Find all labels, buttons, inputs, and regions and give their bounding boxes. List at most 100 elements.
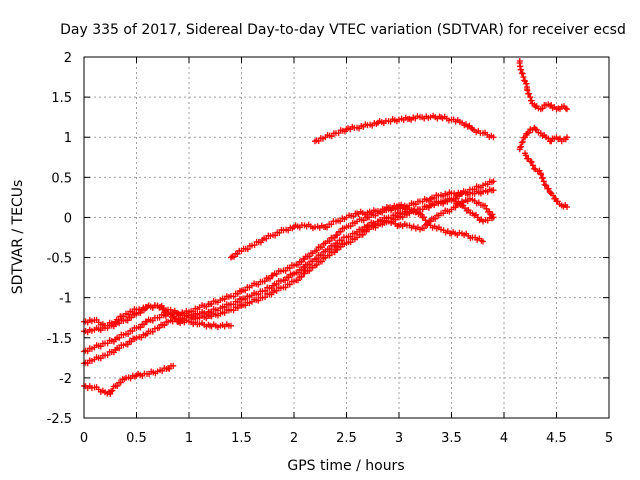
data-point: [432, 215, 439, 222]
data-point: [104, 352, 111, 359]
data-point: [528, 158, 535, 165]
data-point: [262, 287, 269, 294]
series-track-10: [516, 124, 570, 153]
series-track-8: [312, 112, 497, 145]
series-track-5: [81, 362, 177, 397]
data-point: [421, 225, 427, 232]
data-point: [242, 287, 249, 294]
plot-frame: [83, 56, 610, 419]
data-point: [234, 250, 241, 257]
data-point: [562, 105, 569, 112]
data-point: [161, 322, 168, 329]
data-point: [109, 387, 116, 394]
data-point: [282, 284, 289, 291]
x-tick-label: 3.5: [441, 431, 462, 446]
data-point: [295, 277, 301, 284]
data-point: [427, 218, 434, 225]
data-point: [519, 70, 526, 77]
x-tick-label: 5: [605, 431, 613, 446]
data-point: [170, 362, 177, 369]
data-point: [319, 244, 325, 251]
data-point: [124, 317, 131, 324]
data-point: [295, 261, 301, 268]
data-point: [334, 232, 341, 239]
data-point: [483, 205, 490, 212]
data-point: [298, 267, 305, 274]
data-point: [141, 321, 147, 328]
data-point: [539, 105, 546, 112]
data-point: [273, 281, 280, 288]
data-point: [267, 275, 273, 282]
data-point: [114, 382, 121, 389]
series-track-9: [516, 58, 570, 113]
x-tick-label: 3: [395, 431, 403, 446]
data-point: [301, 264, 308, 271]
data-point: [301, 270, 308, 277]
series-track-11: [522, 150, 570, 211]
data-point: [285, 274, 292, 281]
data-point: [548, 138, 555, 145]
data-point: [490, 178, 497, 185]
data-point: [519, 138, 526, 145]
y-tick-label: 0: [64, 211, 72, 226]
x-tick-label: 0: [80, 431, 88, 446]
x-tick-label: 2.5: [336, 431, 357, 446]
data-point: [125, 331, 132, 338]
data-point: [480, 238, 486, 245]
data-point: [564, 204, 570, 211]
data-point: [129, 328, 136, 335]
data-point: [230, 293, 237, 300]
data-point: [116, 334, 123, 341]
data-point: [424, 221, 431, 228]
data-point: [282, 267, 289, 274]
data-point: [421, 214, 427, 221]
data-point: [417, 210, 423, 217]
data-point: [326, 238, 333, 245]
x-tick-label: 4: [500, 431, 508, 446]
data-point: [518, 66, 524, 73]
data-point: [286, 265, 293, 272]
data-point: [262, 294, 269, 301]
data-point: [282, 277, 289, 284]
data-point: [347, 223, 354, 230]
data-point: [107, 390, 114, 397]
x-axis-label: GPS time / hours: [287, 458, 404, 474]
data-point: [326, 252, 333, 259]
data-point: [313, 261, 320, 268]
data-point: [128, 338, 135, 345]
data-point: [490, 134, 497, 141]
data-point: [298, 258, 305, 265]
data-point: [337, 228, 344, 235]
data-point: [527, 94, 534, 101]
data-point: [528, 97, 535, 104]
y-tick-label: -2: [59, 372, 72, 387]
data-point: [518, 143, 524, 150]
data-point: [273, 270, 280, 277]
data-point: [536, 167, 543, 174]
data-point: [337, 244, 344, 251]
data-point: [298, 273, 305, 280]
data-point: [456, 193, 462, 200]
data-point: [489, 211, 496, 218]
series-track-6: [228, 201, 486, 261]
data-point: [156, 324, 163, 331]
data-point: [347, 239, 354, 246]
data-point: [276, 229, 283, 236]
data-point: [522, 152, 529, 159]
data-point: [124, 341, 131, 348]
data-point: [228, 322, 234, 329]
data-point: [306, 253, 313, 260]
data-point: [540, 178, 547, 185]
data-point: [117, 379, 124, 386]
series-track-4: [81, 302, 234, 336]
data-point: [137, 324, 144, 331]
data-point: [234, 290, 241, 297]
data-point: [234, 298, 241, 305]
data-point: [550, 192, 557, 199]
data-marks: [81, 58, 570, 397]
data-point: [543, 182, 549, 189]
data-point: [263, 235, 270, 242]
axes: 0 0.5 1 1.5 2 2.5 3 3.5 4 4.5 5 -2.5 -2 -1.5 -1 -0.5 0 0.…: [47, 51, 614, 446]
